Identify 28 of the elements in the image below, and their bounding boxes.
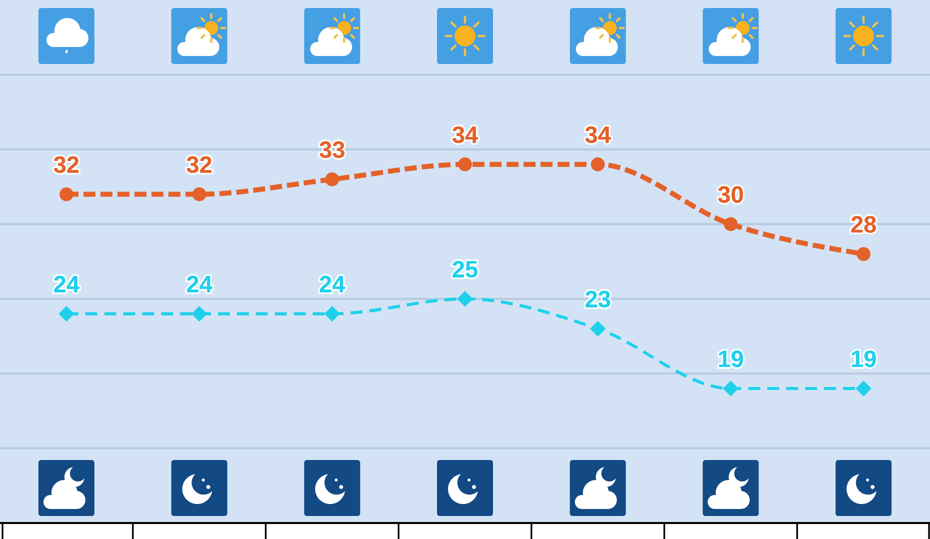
point xyxy=(58,306,74,322)
data-label: 30 xyxy=(718,186,743,203)
point xyxy=(590,157,605,172)
point xyxy=(856,380,872,396)
data-label: 32 xyxy=(186,156,212,173)
point xyxy=(458,157,472,172)
point xyxy=(324,306,340,322)
point xyxy=(192,187,206,202)
data-label: 32 xyxy=(54,156,79,173)
data-label: 19 xyxy=(719,350,743,368)
point xyxy=(856,247,871,261)
data-label: 33 xyxy=(320,141,344,158)
point xyxy=(724,217,738,232)
data-label: 23 xyxy=(586,290,610,308)
data-label: 34 xyxy=(585,126,611,144)
data-label: 24 xyxy=(54,276,80,292)
data-label: 24 xyxy=(186,276,212,292)
data-label: 19 xyxy=(852,350,876,368)
point xyxy=(325,172,340,186)
data-label: 25 xyxy=(452,260,478,278)
point xyxy=(59,187,74,202)
data-label: 34 xyxy=(452,126,478,144)
point xyxy=(191,306,208,322)
point xyxy=(457,291,473,307)
data-label: 28 xyxy=(851,216,876,233)
point xyxy=(722,380,739,396)
data-label: 24 xyxy=(320,276,346,292)
point xyxy=(590,320,606,337)
